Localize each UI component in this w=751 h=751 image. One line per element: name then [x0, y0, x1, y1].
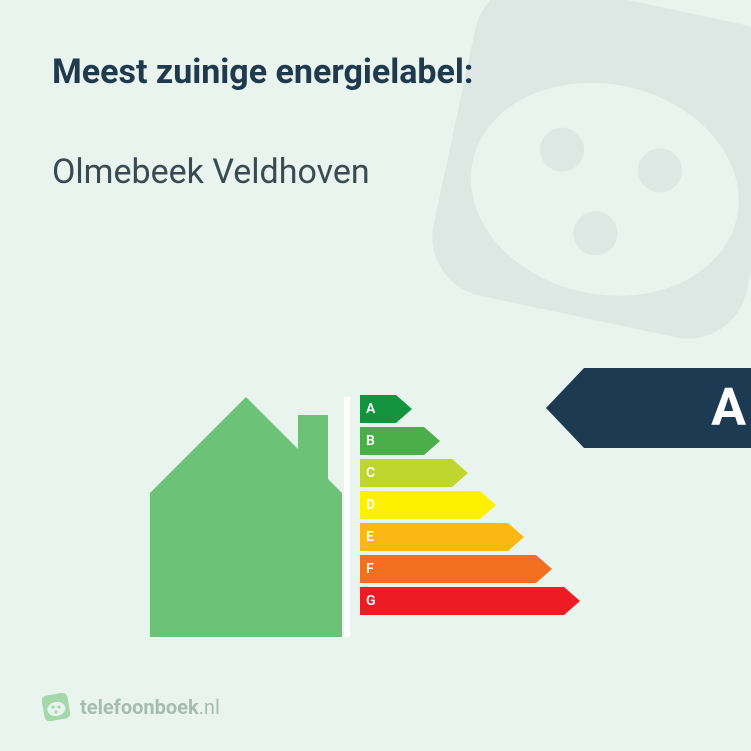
- branding-text: telefoonboek.nl: [80, 695, 220, 719]
- watermark-icon: [391, 0, 751, 380]
- branding-bold: telefoonboek: [80, 695, 199, 719]
- bar-letter: A: [360, 395, 375, 423]
- bar-letter: B: [360, 427, 375, 455]
- bar-arrow-icon: [360, 555, 552, 583]
- bar-letter: E: [360, 523, 374, 551]
- branding-suffix: .nl: [199, 695, 220, 719]
- bar-letter: C: [360, 459, 375, 487]
- rating-badge: A: [546, 368, 751, 448]
- bar-arrow-icon: [360, 491, 496, 519]
- bar-letter: D: [360, 491, 375, 519]
- branding-footer: telefoonboek.nl: [42, 693, 220, 721]
- bar-letter: F: [360, 555, 374, 583]
- bar-arrow-icon: [360, 459, 468, 487]
- bar-arrow-icon: [360, 587, 580, 615]
- bar-letter: G: [360, 587, 376, 615]
- house-icon: [150, 397, 350, 637]
- bar-arrow-icon: [360, 523, 524, 551]
- rating-value: A: [711, 368, 746, 448]
- card: Meest zuinige energielabel: Olmebeek Vel…: [0, 0, 751, 751]
- telefoonboek-logo-icon: [42, 693, 70, 721]
